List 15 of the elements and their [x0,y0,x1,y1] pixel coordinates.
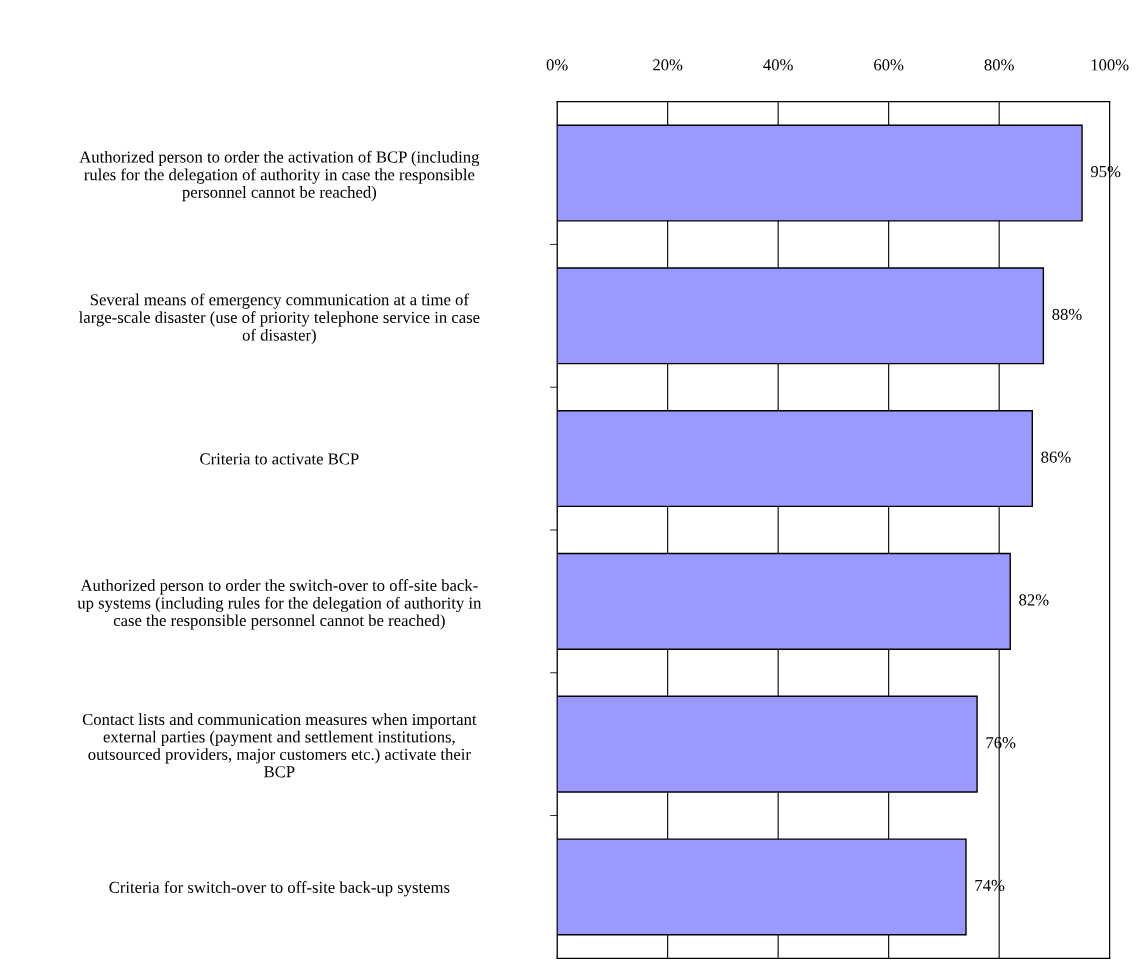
data-label: 88% [1052,308,1082,321]
x-tick-label: 0% [546,59,568,71]
y-tick-label: Authorized person to order the switch-over to off-site back- up systems (including rules for the delegation of authority in case the responsible personnel cannot be reached) [77,579,482,630]
x-tick-label: 60% [874,59,904,71]
x-tick-label: 40% [763,59,793,71]
data-label: 86% [1041,451,1071,463]
y-tick-label: Criteria for switch-over to off-site back-up systems [109,881,450,897]
x-tick-label: 80% [984,59,1014,71]
x-tick-label: 100% [1091,59,1129,71]
y-tick-label: Contact lists and communication measures when important external parties (payment and settlement institutions, outsourced providers, major customers etc.) activate their BCP [82,713,477,778]
data-label: 82% [1019,594,1049,606]
x-tick-label: 20% [653,59,683,71]
y-tick-label: Authorized person to order the activation of BCP (including rules for the delegation of authority in case the responsible personnel cannot be reached) [79,150,480,202]
y-tick-label: Criteria to activate BCP [200,453,359,465]
y-tick-label: Several means of emergency communication at a time of large-scale disaster (use of priority telephone service in case of disaster) [78,293,480,345]
